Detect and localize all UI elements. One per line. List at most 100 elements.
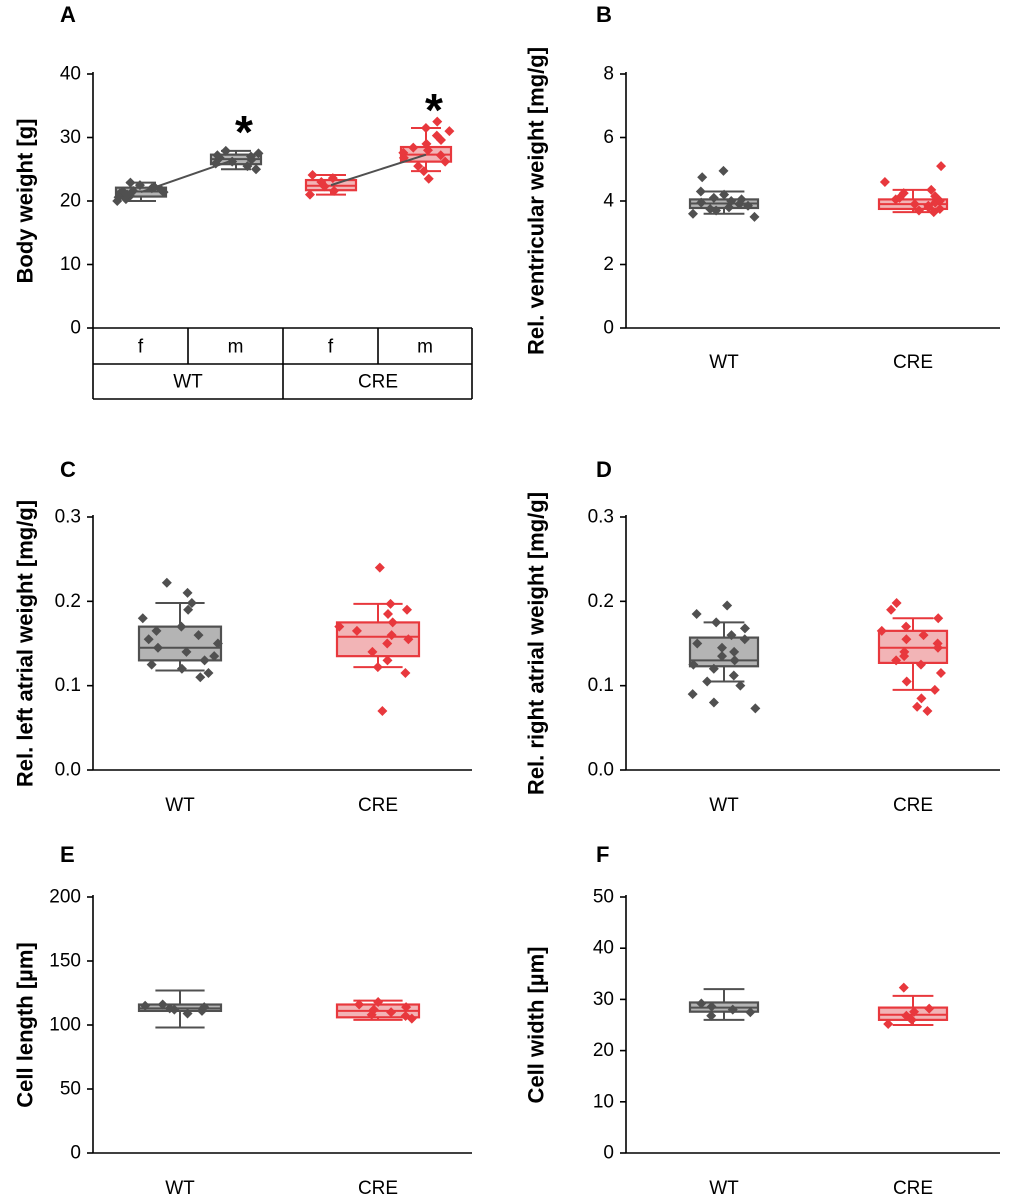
data-point	[354, 999, 365, 1010]
data-point	[726, 196, 737, 206]
data-point	[697, 172, 708, 183]
data-point	[708, 663, 719, 674]
data-point	[152, 642, 163, 653]
data-point	[146, 659, 157, 670]
panel-letter: E	[60, 842, 75, 867]
x-category-label: WT	[709, 1178, 739, 1197]
x-category-label: WT	[709, 795, 739, 816]
x-category-label: CRE	[893, 352, 933, 373]
data-point	[400, 1011, 411, 1022]
data-point	[918, 630, 929, 641]
data-point	[728, 670, 739, 681]
data-point	[253, 148, 264, 159]
data-point	[923, 200, 934, 211]
data-point	[368, 1004, 379, 1015]
panel-letter: C	[60, 457, 76, 482]
data-point	[151, 625, 162, 636]
y-axis-label: Rel. left atrial weight [mg/g]	[13, 500, 38, 787]
y-tick-label: 40	[60, 64, 81, 85]
data-point	[304, 189, 315, 200]
box-cre	[334, 562, 421, 716]
data-point	[193, 630, 204, 641]
data-point	[736, 194, 747, 205]
data-point	[750, 703, 761, 714]
y-axis-label: Body weight [g]	[13, 119, 38, 284]
data-point	[374, 562, 385, 573]
data-point	[935, 668, 946, 679]
data-point	[898, 982, 909, 993]
data-point	[327, 173, 338, 184]
box-cre	[876, 598, 949, 716]
data-point	[718, 165, 729, 176]
x-category-label: CRE	[893, 1178, 933, 1197]
data-point	[727, 1004, 738, 1015]
y-tick-label: 50	[60, 1079, 81, 1100]
y-axis-label: Rel. right atrial weight [mg/g]	[524, 492, 549, 795]
data-point	[739, 634, 750, 645]
x-category-label: CRE	[358, 795, 398, 816]
data-point	[930, 191, 941, 202]
data-point	[717, 642, 728, 653]
y-tick-label: 100	[49, 1015, 81, 1036]
data-point	[735, 680, 746, 691]
data-point	[891, 598, 902, 609]
y-tick-label: 0	[603, 1143, 614, 1164]
data-point	[726, 630, 737, 641]
x-category-label: WT	[165, 795, 195, 816]
y-tick-label: 20	[593, 1040, 614, 1061]
data-point	[402, 604, 413, 615]
data-point	[367, 646, 378, 657]
data-point	[706, 1001, 717, 1012]
data-point	[743, 200, 754, 211]
data-point	[137, 613, 148, 624]
data-point	[879, 176, 890, 187]
data-point	[176, 663, 187, 674]
y-tick-label: 200	[49, 887, 81, 908]
box-wt	[688, 988, 760, 1021]
data-point	[421, 138, 432, 149]
data-point	[329, 185, 340, 196]
x-category-label: WT	[709, 352, 739, 373]
data-point	[431, 130, 442, 141]
data-point	[316, 176, 327, 187]
y-tick-label: 0.0	[55, 760, 81, 781]
data-point	[934, 203, 945, 214]
data-point	[729, 655, 740, 666]
box-cre	[877, 161, 949, 218]
y-tick-label: 4	[603, 191, 614, 212]
data-point	[420, 122, 431, 133]
panel-letter: F	[596, 842, 609, 867]
data-point	[876, 625, 887, 636]
panel-letter: A	[60, 2, 76, 27]
data-point	[246, 151, 257, 162]
data-point	[909, 199, 920, 210]
box-wt	[687, 165, 760, 222]
data-point	[181, 646, 192, 657]
data-point	[688, 659, 699, 670]
group-sex-label: f	[328, 337, 334, 358]
data-point	[933, 613, 944, 624]
x-category-label: CRE	[358, 1178, 398, 1197]
data-point	[372, 662, 383, 673]
data-point	[423, 173, 434, 184]
data-point	[387, 617, 398, 628]
y-tick-label: 0.2	[588, 591, 614, 612]
panel-c: C Rel. left atrial weight [mg/g] 0.0 0.1 0.2…	[13, 457, 472, 816]
panel-e: E Cell length [µm] 0 50 100 150 200 WT CRE	[13, 842, 472, 1197]
data-point	[251, 164, 262, 175]
group-genotype-label: CRE	[358, 372, 398, 393]
data-point	[377, 705, 388, 716]
data-point	[383, 608, 394, 619]
group-sex-label: m	[228, 337, 244, 358]
y-tick-label: 2	[603, 254, 614, 275]
data-point	[398, 147, 409, 158]
data-point	[898, 188, 909, 199]
data-point	[915, 659, 926, 670]
y-tick-label: 0.1	[588, 675, 614, 696]
data-point	[209, 651, 220, 662]
data-point	[186, 598, 197, 609]
data-point	[687, 689, 698, 700]
data-point	[729, 646, 740, 657]
data-point	[183, 604, 194, 615]
